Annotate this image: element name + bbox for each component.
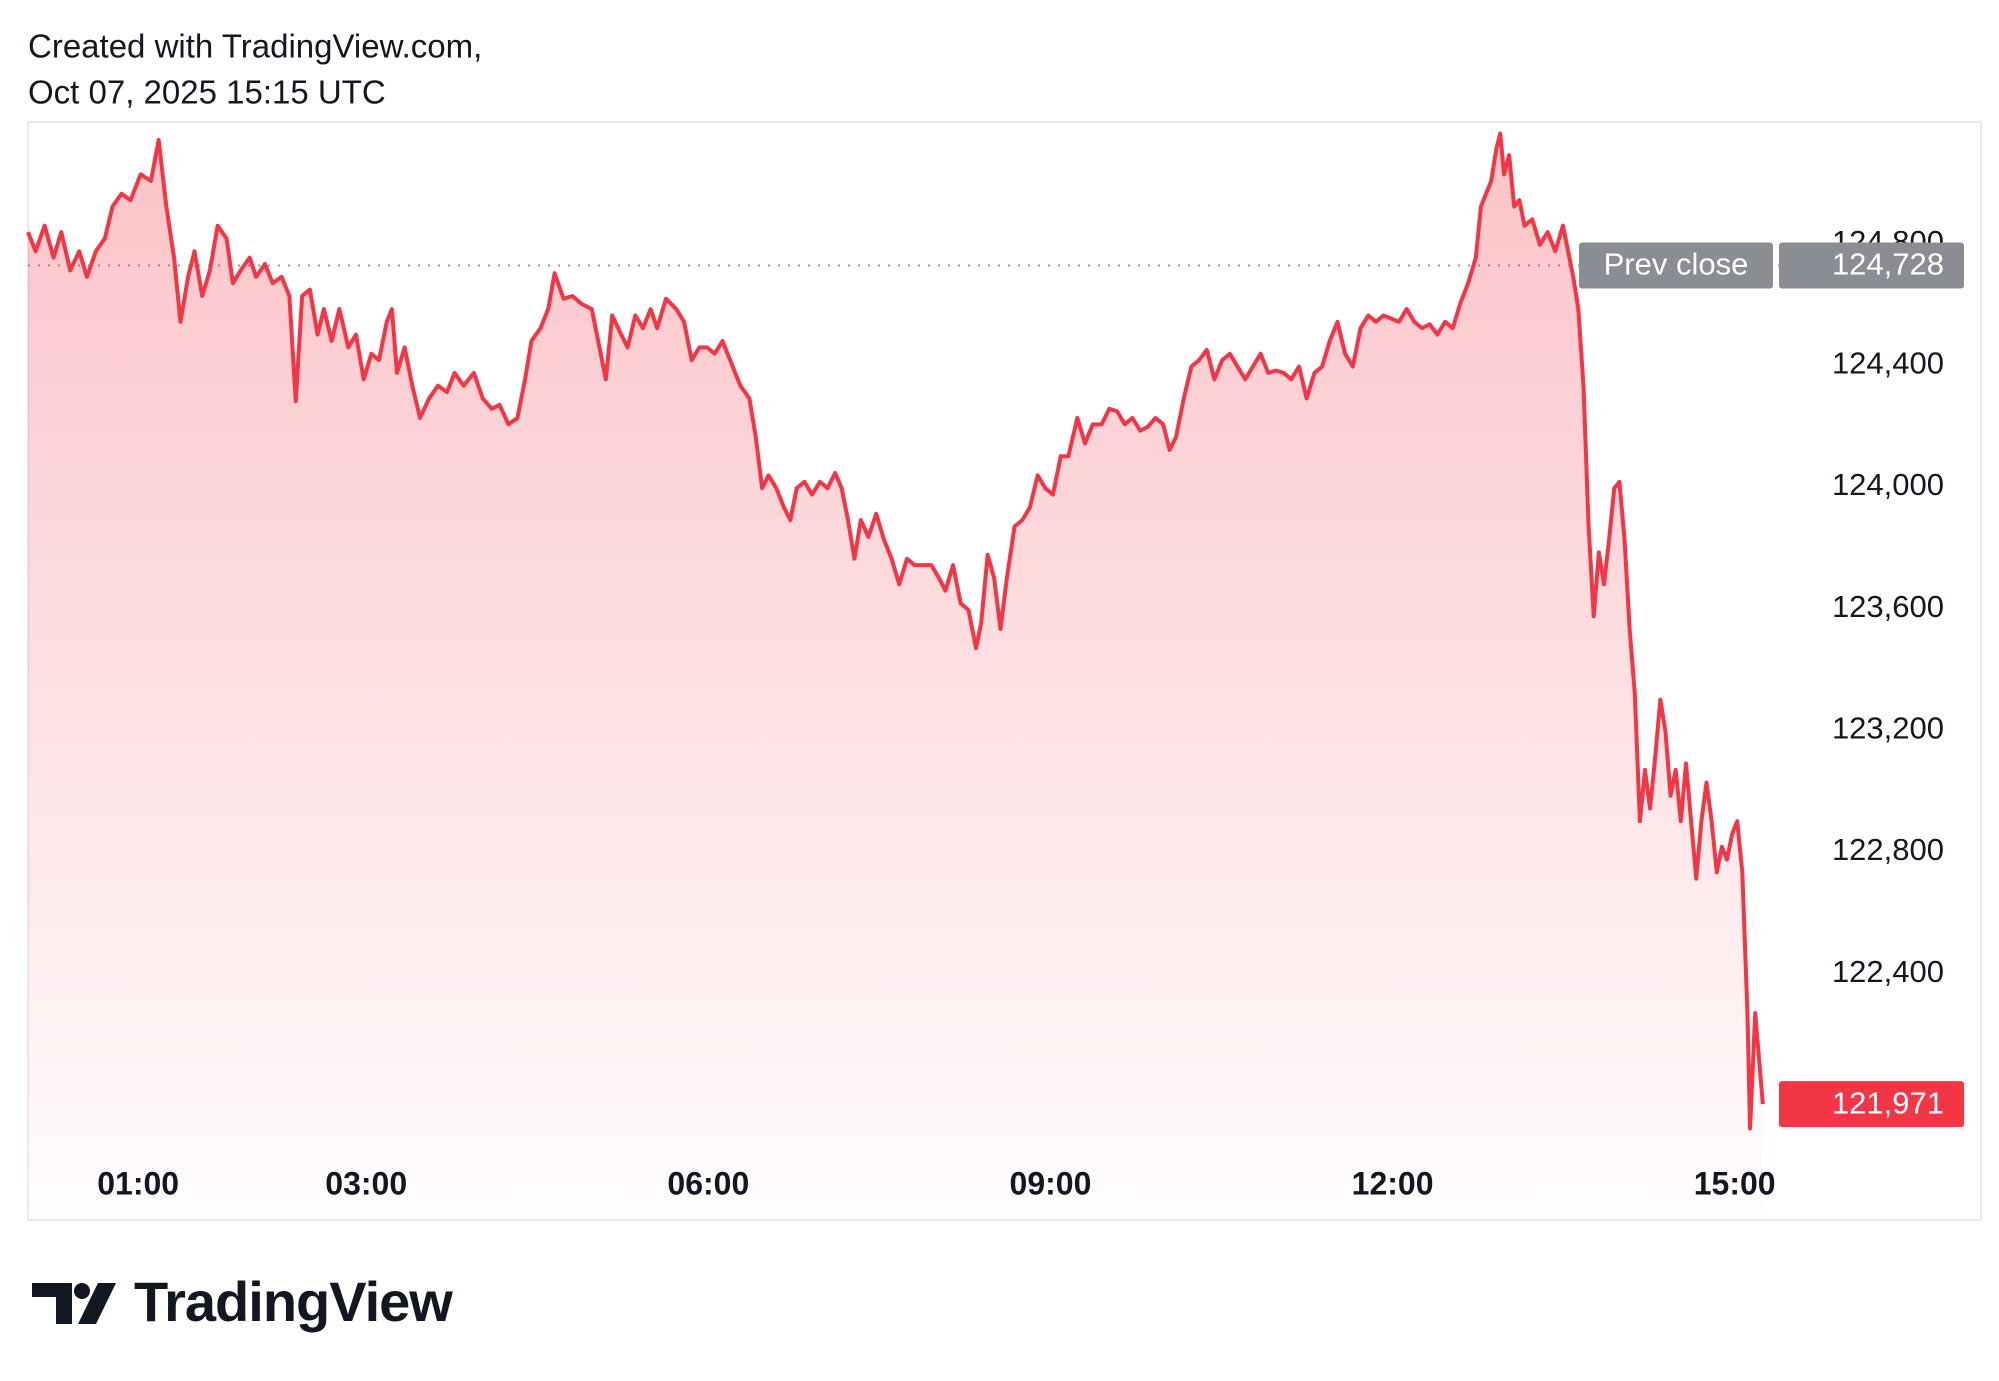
plot: 122,000122,400122,800123,200123,600124,0… [26,131,1964,1220]
timestamp: Oct 07, 2025 15:15 UTC [28,74,386,111]
area-fill [28,133,1763,1220]
x-tick-label: 09:00 [1010,1165,1092,1201]
x-tick-label: 12:00 [1352,1165,1434,1201]
credit: Created with TradingView.com, [28,28,482,65]
y-tick-label: 124,000 [1832,467,1944,502]
y-tick-label: 123,200 [1832,710,1944,745]
x-tick-label: 01:00 [97,1165,179,1201]
y-tick-label: 122,800 [1832,832,1944,867]
price-line [26,131,1765,1131]
prev-close-value: 124,728 [1832,247,1944,282]
y-tick-label: 124,400 [1832,346,1944,381]
y-tick-label: 122,400 [1832,954,1944,989]
x-tick-label: 03:00 [325,1165,407,1201]
x-tick-label: 15:00 [1694,1165,1776,1201]
prev-close-value-box [1779,242,1964,289]
last-price-value: 121,971 [1832,1085,1944,1120]
logo-icon [32,1283,116,1324]
prev-close-name-box [1579,242,1773,289]
prev-close-name: Prev close [1604,247,1749,282]
watermark: TradingView [134,1270,453,1333]
x-tick-label: 06:00 [667,1165,749,1201]
y-tick-label: 123,600 [1832,589,1944,624]
last-price-box [1779,1081,1964,1128]
